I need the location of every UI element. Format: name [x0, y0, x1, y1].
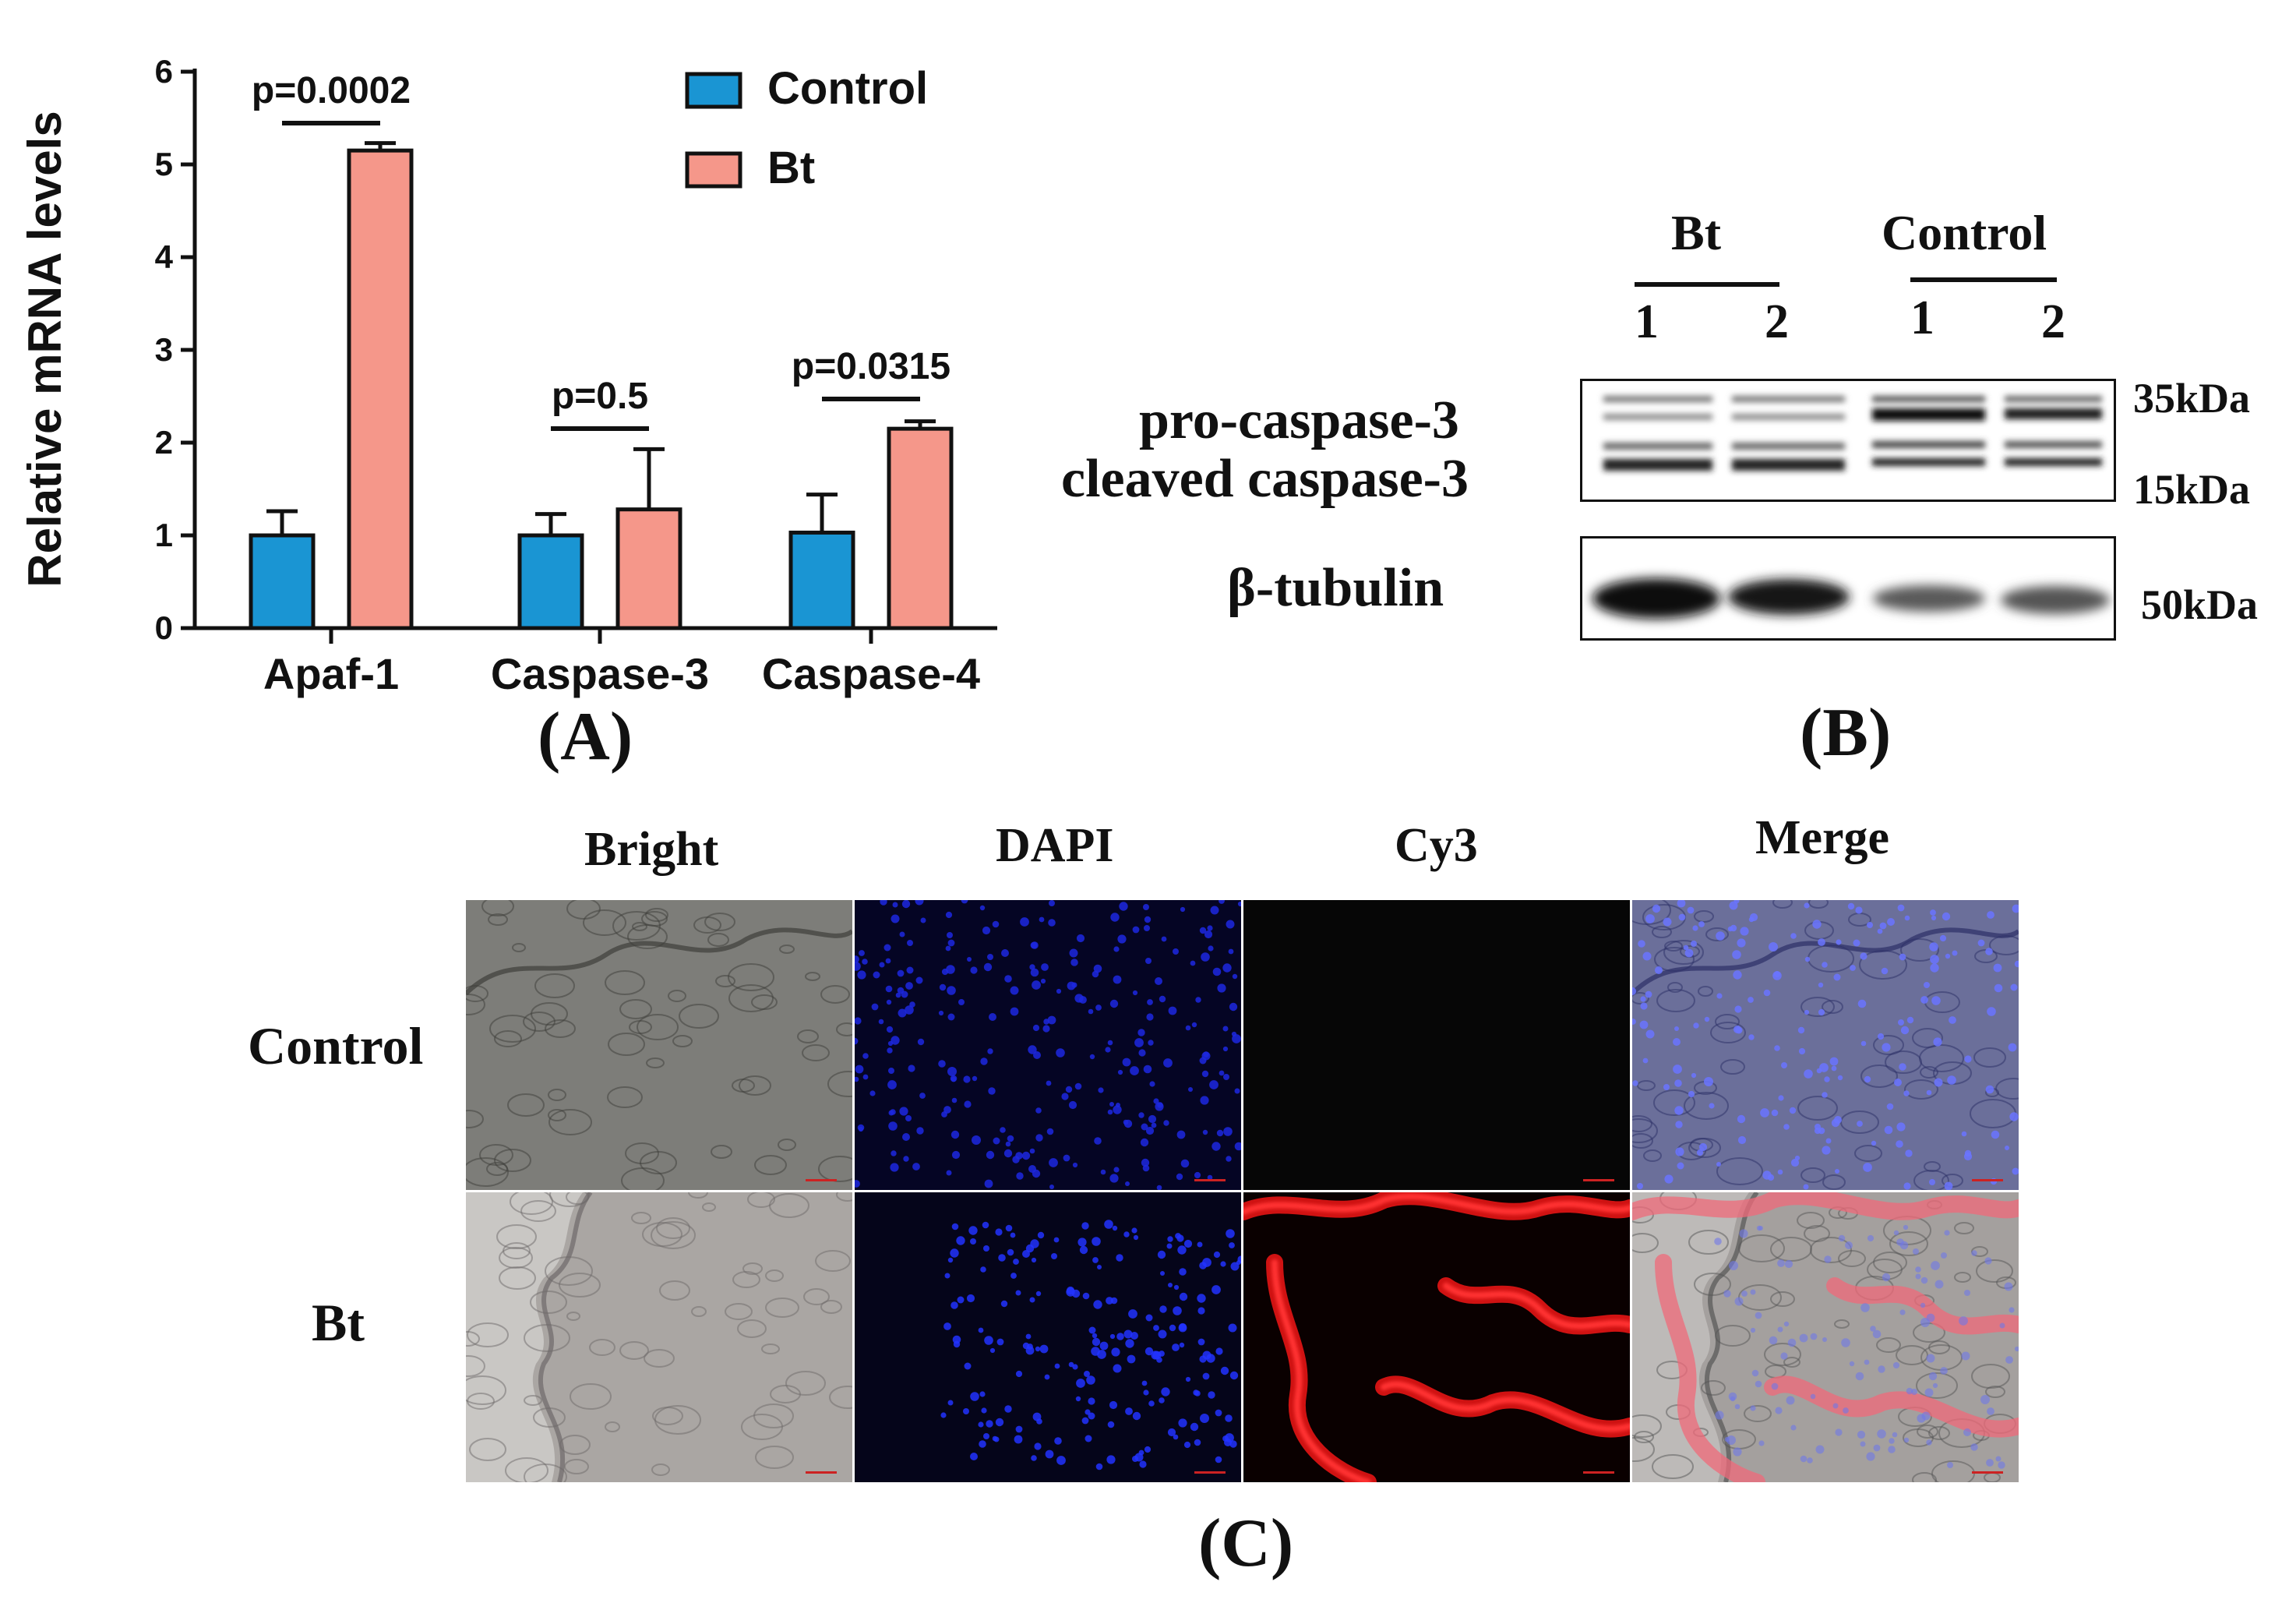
lane-label: 1 [1910, 291, 1934, 344]
bar-control [788, 530, 855, 630]
legend-swatch [685, 72, 742, 109]
micrograph-control-cy3 [1243, 900, 1630, 1190]
y-axis-label: Relative mRNA levels [19, 111, 71, 587]
category-label: Caspase-4 [762, 649, 980, 698]
beta-tubulin-blot [1580, 536, 2116, 641]
legend-label: Control [767, 63, 928, 114]
legend-swatch [685, 151, 742, 189]
panel-label-b: (B) [1800, 695, 1892, 771]
column-header: Cy3 [1395, 819, 1478, 872]
panel-label-c: (C) [1198, 1506, 1294, 1581]
micrograph-bt-bright [466, 1192, 852, 1482]
y-tick-label: 2 [155, 424, 173, 461]
bar-chart: 0 1 2 3 4 5 6 Relative mRNA levels Apaf-1 Caspase… [19, 53, 997, 698]
lane-label: 1 [1635, 295, 1659, 348]
mw-marker: 50kDa [2141, 581, 2259, 628]
y-tick-label: 0 [155, 609, 173, 646]
mw-marker: 15kDa [2133, 466, 2251, 513]
group-underline [1635, 282, 1779, 287]
category-label: Apaf-1 [263, 649, 399, 698]
bar-bt [347, 148, 414, 630]
column-header: Merge [1755, 811, 1890, 864]
bar-control [517, 533, 584, 630]
micrograph-control-dapi [855, 900, 1241, 1190]
category-label: Caspase-3 [491, 649, 709, 698]
column-header: Bright [584, 823, 719, 876]
blot-group-label: Control [1882, 205, 2047, 260]
bar-bt [887, 426, 954, 630]
blot-group-label: Bt [1671, 205, 1721, 260]
p-value-label: p=0.0315 [792, 346, 950, 387]
panel-label-a: (A) [538, 699, 633, 775]
y-tick-label: 1 [155, 517, 173, 553]
y-tick-label: 4 [155, 238, 174, 275]
band-label: cleaved caspase-3 [1061, 449, 1469, 509]
band-label: β-tubulin [1227, 558, 1444, 618]
micrograph-bt-merge [1632, 1192, 2019, 1482]
y-tick-label: 5 [155, 146, 173, 182]
y-tick-label: 3 [155, 331, 173, 368]
lane-label: 2 [2041, 295, 2065, 348]
row-label: Bt [312, 1293, 365, 1352]
row-label: Control [248, 1016, 424, 1075]
p-value-label: p=0.0002 [252, 70, 411, 111]
band-label: pro-caspase-3 [1139, 390, 1459, 450]
group-underline [1910, 277, 2057, 282]
legend-label: Bt [767, 143, 815, 193]
bar-control [249, 533, 316, 630]
mw-marker: 35kDa [2133, 375, 2251, 422]
micrograph-bt-dapi [855, 1192, 1241, 1482]
column-header: DAPI [996, 819, 1114, 872]
micrograph-control-merge [1632, 900, 2019, 1190]
micrograph-bt-cy3 [1243, 1192, 1630, 1482]
micrograph-control-bright [466, 900, 852, 1190]
bar-bt [615, 507, 682, 630]
caspase3-blot [1580, 379, 2116, 502]
p-value-label: p=0.5 [552, 376, 648, 417]
lane-label: 2 [1765, 295, 1789, 348]
y-tick-label: 6 [155, 53, 173, 90]
